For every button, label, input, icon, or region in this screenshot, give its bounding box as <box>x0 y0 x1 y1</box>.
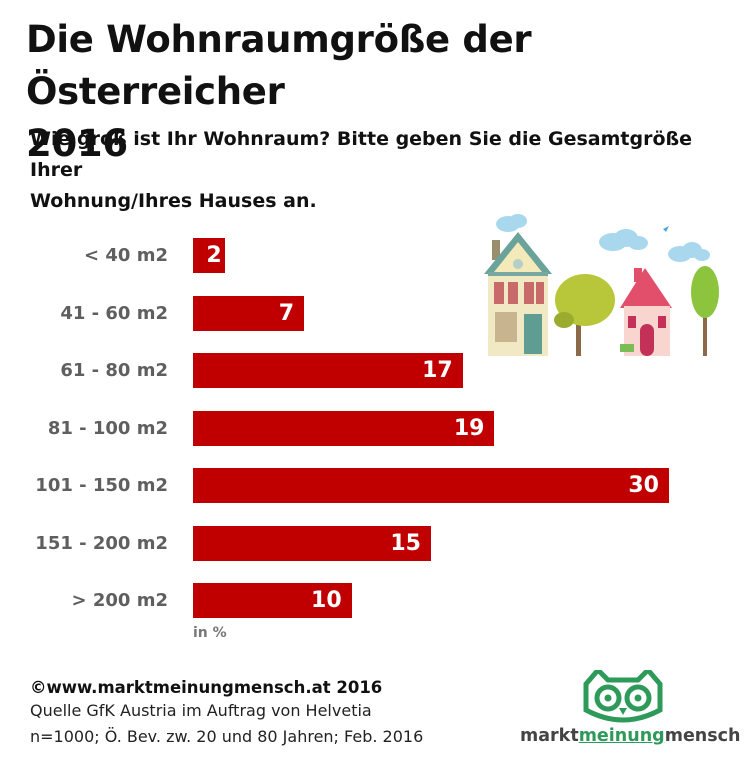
category-label: > 200 m2 <box>71 590 168 611</box>
bar: 10 <box>193 583 352 618</box>
chart-title: Die Wohnraumgröße der Österreicher 2016 <box>26 14 726 170</box>
category-label: 101 - 150 m2 <box>35 475 168 496</box>
category-label: < 40 m2 <box>84 245 168 266</box>
chart-subtitle: Wie groß ist Ihr Wohnraum? Bitte geben S… <box>30 124 745 217</box>
copyright: ©www.marktmeinungmensch.at 2016 <box>30 678 383 697</box>
logo-word-mensch: mensch <box>664 726 741 746</box>
logo-word-markt: markt <box>520 726 579 746</box>
category-label: 61 - 80 m2 <box>60 360 168 381</box>
subtitle-line-1: Wie groß ist Ihr Wohnraum? Bitte geben S… <box>30 128 693 181</box>
category-label: 151 - 200 m2 <box>35 532 168 554</box>
title-line-2: 2016 <box>26 122 128 165</box>
bar: 15 <box>193 525 431 561</box>
bar-value-label: 10 <box>311 588 342 613</box>
logo-word-meinung: meinung <box>578 726 665 746</box>
unit-label: in % <box>193 625 227 641</box>
bar-value-label: 30 <box>628 473 659 498</box>
source-line-1: Quelle GfK Austria im Auftrag von Helvet… <box>30 701 372 720</box>
title-line-1: Die Wohnraumgröße der Österreicher <box>26 18 532 113</box>
bar-value-label: 17 <box>422 358 453 383</box>
logo-wordmark: marktmeinungmensch <box>520 726 741 746</box>
bar-value-label: 7 <box>278 300 295 326</box>
bar-value-label: 15 <box>390 530 421 556</box>
source-line-2: n=1000; Ö. Bev. zw. 20 und 80 Jahren; Fe… <box>30 727 424 746</box>
owl-icon <box>583 670 663 723</box>
houses-illustration <box>484 214 719 356</box>
subtitle-line-2: Wohnung/Ihres Hauses an. <box>30 190 317 212</box>
bar: 17 <box>193 353 463 388</box>
bar-value-label: 19 <box>453 415 485 441</box>
bar-value-label: 2 <box>206 243 222 268</box>
brand-logo: marktmeinungmensch <box>520 670 741 750</box>
bar: 7 <box>193 295 305 331</box>
bar: 19 <box>193 410 495 446</box>
category-label: 41 - 60 m2 <box>60 302 168 324</box>
category-label: 81 - 100 m2 <box>47 417 168 439</box>
bar: 2 <box>193 238 225 273</box>
bar: 30 <box>193 468 669 503</box>
